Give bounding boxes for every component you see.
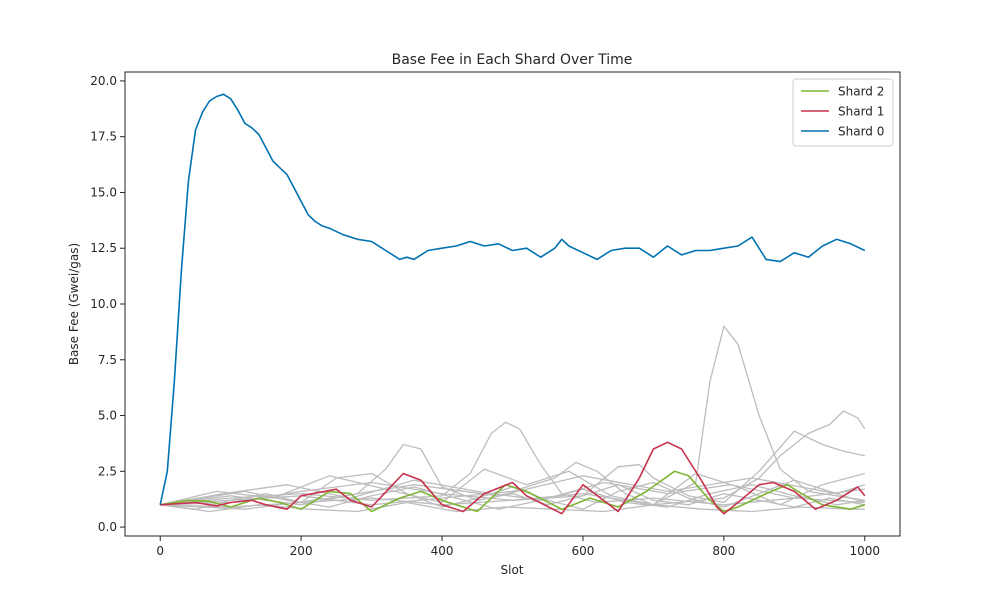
y-tick-label: 12.5 — [90, 241, 117, 255]
series-other-shard — [160, 325, 865, 506]
y-tick-label: 2.5 — [98, 464, 117, 478]
x-tick-label: 400 — [431, 544, 454, 558]
series-other-shard — [160, 501, 865, 513]
legend-label-shard-2: Shard 2 — [838, 85, 884, 99]
series-other-shard — [160, 410, 866, 508]
series-shard-1 — [160, 441, 866, 515]
plot-area — [125, 72, 900, 536]
series-other-shard — [160, 430, 865, 506]
y-tick-label: 7.5 — [98, 353, 117, 367]
legend-label-shard-1: Shard 1 — [838, 105, 884, 119]
y-tick-label: 17.5 — [90, 130, 117, 144]
y-tick-label: 20.0 — [90, 74, 117, 88]
series-other-shard — [160, 468, 865, 506]
y-tick-label: 15.0 — [90, 185, 117, 199]
series-layer — [159, 93, 866, 515]
x-tick-label: 0 — [156, 544, 164, 558]
x-axis-ticks: 0 200 400 600 800 1000 — [156, 536, 880, 558]
chart-title: Base Fee in Each Shard Over Time — [392, 52, 633, 68]
y-tick-label: 10.0 — [90, 297, 117, 311]
x-tick-label: 800 — [712, 544, 735, 558]
x-tick-label: 200 — [290, 544, 313, 558]
legend-label-shard-0: Shard 0 — [838, 125, 884, 139]
y-tick-label: 0.0 — [98, 520, 117, 534]
series-other-shard — [160, 479, 865, 506]
y-tick-label: 5.0 — [98, 409, 117, 423]
legend: Shard 2 Shard 1 Shard 0 — [792, 78, 894, 147]
legend-box — [792, 78, 894, 147]
series-shard-0 — [159, 93, 866, 505]
series-shard-2 — [160, 470, 866, 513]
x-tick-label: 1000 — [849, 544, 880, 558]
y-axis-label: Base Fee (Gwei/gas) — [67, 243, 81, 365]
series-other-shard — [160, 484, 865, 510]
x-axis-label: Slot — [501, 563, 524, 577]
y-axis-ticks: 0.0 2.5 5.0 7.5 10.0 12.5 15.0 17.5 20.0 — [90, 74, 125, 534]
x-tick-label: 600 — [572, 544, 595, 558]
series-other-shard — [160, 475, 865, 510]
